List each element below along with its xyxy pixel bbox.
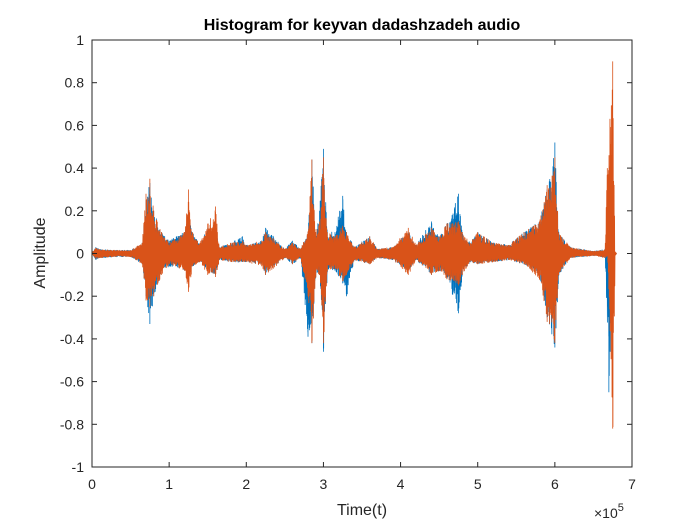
x-axis-label: Time(t) — [337, 502, 387, 519]
y-tick-label: -0.8 — [60, 416, 84, 432]
chart-title: Histogram for keyvan dadashzadeh audio — [204, 17, 521, 34]
y-tick-label: 0 — [76, 246, 84, 262]
x-tick-label: 2 — [242, 476, 250, 492]
x-tick-label: 3 — [320, 476, 328, 492]
x-exponent-power: 5 — [618, 502, 624, 514]
y-tick-label: -0.2 — [60, 288, 84, 304]
y-tick-label: 0.4 — [65, 160, 85, 176]
ticks-layer — [91, 39, 633, 468]
series-layer — [91, 61, 617, 429]
x-tick-label: 6 — [551, 476, 559, 492]
x-tick-label: 7 — [628, 476, 636, 492]
y-tick-label: -0.6 — [60, 374, 84, 390]
y-tick-label: 0.2 — [65, 203, 85, 219]
series-line-2 — [91, 61, 617, 429]
y-axis-label: Amplitude — [32, 217, 49, 288]
x-tick-label: 0 — [88, 476, 96, 492]
y-tick-label: 0.8 — [65, 75, 85, 91]
tick-labels-layer: 0 1 2 3 4 5 6 7 -1 -0.8 -0.6 -0.4 -0.2 0 0.2 0.4 0.6 0.8 1 — [60, 32, 636, 492]
x-exponent-label: ×105 — [594, 502, 624, 521]
y-tick-label: -0.4 — [60, 331, 84, 347]
x-tick-label: 5 — [474, 476, 482, 492]
x-exponent-base: ×10 — [594, 505, 618, 521]
x-tick-label: 1 — [165, 476, 173, 492]
y-tick-label: 1 — [76, 32, 84, 48]
y-tick-label: 0.6 — [65, 117, 85, 133]
x-tick-label: 4 — [397, 476, 405, 492]
y-tick-label: -1 — [72, 459, 85, 475]
